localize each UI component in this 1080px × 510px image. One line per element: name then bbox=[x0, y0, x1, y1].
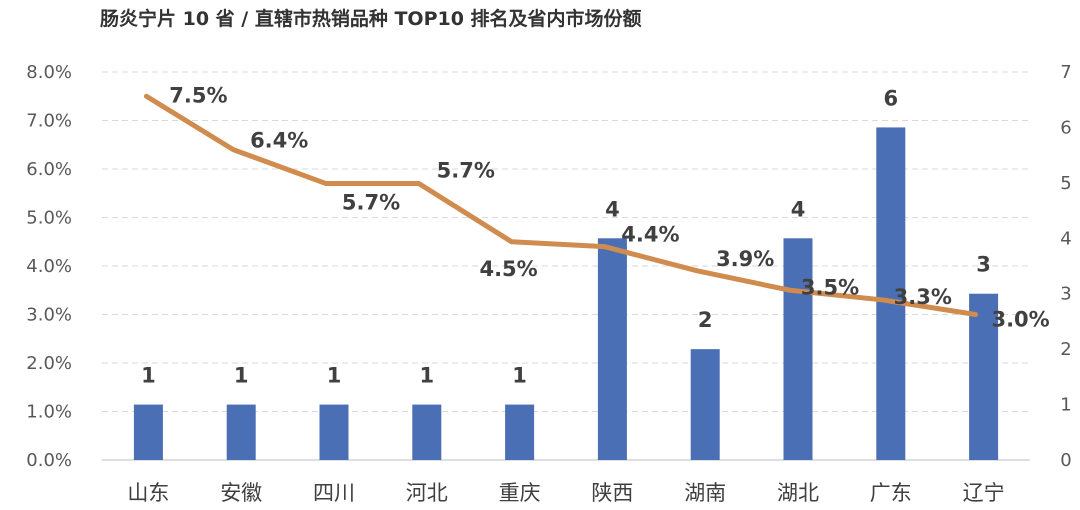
bar bbox=[783, 238, 813, 460]
bar-value-label: 4 bbox=[605, 197, 620, 221]
bar bbox=[412, 404, 442, 460]
share-line bbox=[143, 93, 979, 317]
bar-value-label: 1 bbox=[419, 364, 434, 388]
left-axis-tick: 8.0% bbox=[26, 62, 72, 83]
category-label: 重庆 bbox=[499, 481, 541, 505]
line-value-label: 7.5% bbox=[169, 83, 227, 107]
bar bbox=[876, 127, 906, 460]
right-axis-tick: 7 bbox=[1060, 62, 1071, 83]
category-label: 广东 bbox=[870, 481, 912, 505]
category-label: 河北 bbox=[406, 481, 448, 505]
bar-value-label: 6 bbox=[883, 86, 898, 110]
bar bbox=[226, 404, 256, 460]
category-label: 湖南 bbox=[684, 481, 726, 505]
right-axis-tick: 1 bbox=[1060, 395, 1071, 416]
left-axis-ticks: 0.0% 1.0% 2.0% 3.0% 4.0% 5.0% 6.0% 7.0% 8.0% bbox=[26, 62, 72, 471]
right-axis-tick: 3 bbox=[1060, 284, 1071, 305]
bars bbox=[133, 127, 999, 460]
bar bbox=[969, 293, 999, 460]
bar bbox=[319, 404, 349, 460]
right-axis-tick: 0 bbox=[1060, 450, 1071, 471]
gridlines bbox=[102, 71, 1030, 461]
category-label: 辽宁 bbox=[963, 481, 1005, 505]
right-axis-tick: 2 bbox=[1060, 339, 1071, 360]
left-axis-tick: 1.0% bbox=[26, 402, 72, 423]
bar-value-label: 1 bbox=[512, 364, 527, 388]
line-value-label: 3.5% bbox=[801, 275, 859, 299]
bar bbox=[133, 404, 163, 460]
left-axis-tick: 5.0% bbox=[26, 208, 72, 229]
left-axis-tick: 0.0% bbox=[26, 450, 72, 471]
chart-title: 肠炎宁片 10 省 / 直辖市热销品种 TOP10 排名及省内市场份额 bbox=[100, 8, 642, 30]
line-value-label: 5.7% bbox=[342, 191, 400, 215]
right-axis-tick: 6 bbox=[1060, 117, 1071, 138]
right-axis-ticks: 0 1 2 3 4 5 6 7 bbox=[1060, 62, 1071, 471]
bar bbox=[505, 404, 535, 460]
right-axis-tick: 4 bbox=[1060, 228, 1071, 249]
bar-value-labels: 1 1 1 1 1 4 2 4 6 3 bbox=[141, 86, 991, 387]
left-axis-tick: 3.0% bbox=[26, 305, 72, 326]
category-label: 山东 bbox=[127, 481, 169, 505]
bar-value-label: 2 bbox=[698, 308, 713, 332]
bar bbox=[597, 238, 627, 460]
bar bbox=[690, 349, 720, 460]
category-labels: 山东 安徽 四川 河北 重庆 陕西 湖南 湖北 广东 辽宁 bbox=[127, 481, 1004, 505]
bar-value-label: 1 bbox=[327, 364, 342, 388]
category-label: 湖北 bbox=[777, 481, 819, 505]
bar-value-label: 1 bbox=[141, 364, 156, 388]
category-label: 陕西 bbox=[591, 481, 633, 505]
category-label: 四川 bbox=[313, 481, 355, 505]
right-axis-tick: 5 bbox=[1060, 173, 1071, 194]
line-value-label: 4.4% bbox=[621, 223, 679, 247]
line-value-labels: 7.5% 6.4% 5.7% 5.7% 4.5% 4.4% 3.9% 3.5% 3.3% 3.0% bbox=[169, 83, 1049, 331]
bar-value-label: 3 bbox=[976, 253, 991, 277]
left-axis-tick: 2.0% bbox=[26, 353, 72, 374]
left-axis-tick: 7.0% bbox=[26, 111, 72, 132]
share-line-path bbox=[143, 93, 979, 317]
line-value-label: 5.7% bbox=[437, 159, 495, 183]
line-value-label: 4.5% bbox=[479, 257, 537, 281]
bar-value-label: 1 bbox=[234, 364, 249, 388]
category-label: 安徽 bbox=[220, 481, 262, 505]
left-axis-tick: 6.0% bbox=[26, 159, 72, 180]
line-value-label: 3.9% bbox=[716, 247, 774, 271]
line-value-label: 3.0% bbox=[991, 308, 1049, 332]
bar-value-label: 4 bbox=[791, 197, 806, 221]
left-axis-tick: 4.0% bbox=[26, 256, 72, 277]
line-value-label: 3.3% bbox=[894, 285, 952, 309]
line-value-label: 6.4% bbox=[250, 129, 308, 153]
